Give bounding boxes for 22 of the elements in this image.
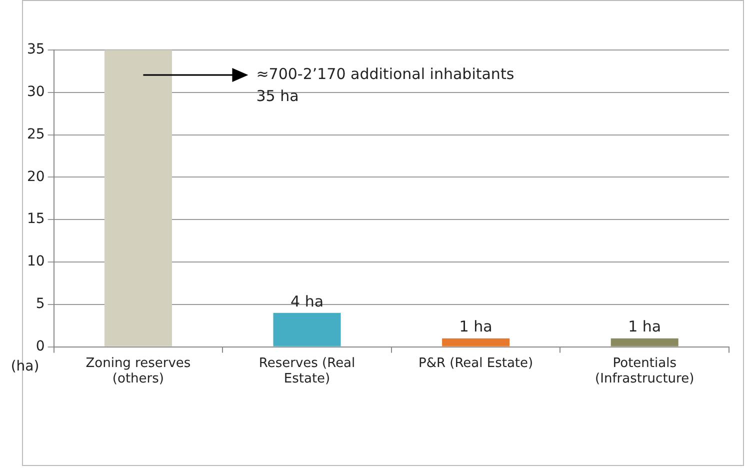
data-label: 1 ha [628, 318, 662, 336]
y-tick-label: 10 [26, 254, 45, 270]
y-tick-label: 35 [26, 42, 45, 58]
x-tick-label: Reserves (Real Estate) [258, 356, 356, 387]
y-tick-label: 25 [26, 126, 45, 142]
y-axis-title: (ha) [10, 358, 40, 374]
x-tick-label: Zoning reserves (others) [86, 356, 191, 387]
x-tick-label: Potentials (Infrastructure) [595, 356, 694, 387]
annotation: ≈700-2’170 additional inhabitants [256, 64, 514, 83]
data-label: 1 ha [459, 318, 492, 336]
bar [273, 312, 341, 346]
bar [104, 50, 172, 346]
x-tick-label: P&R (Real Estate) [418, 356, 534, 371]
bar [442, 338, 510, 346]
y-tick-label: 30 [26, 84, 45, 100]
bar [610, 338, 678, 346]
y-tick-label: 5 [36, 296, 45, 312]
y-tick-label: 15 [26, 211, 45, 228]
annotation: 35 ha [256, 86, 299, 105]
y-tick-label: 0 [36, 338, 45, 354]
data-label: 4 ha [290, 292, 324, 310]
y-tick-label: 20 [26, 168, 45, 185]
